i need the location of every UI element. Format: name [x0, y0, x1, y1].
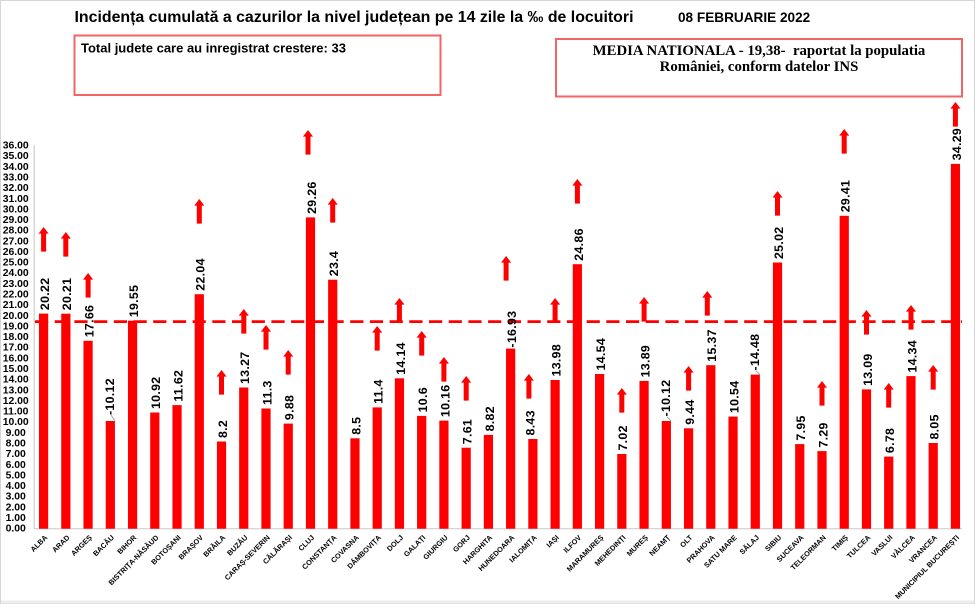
- svg-text:Incidența cumulată a cazurilor: Incidența cumulată a cazurilor la nivel …: [75, 9, 634, 26]
- svg-text:24.86: 24.86: [572, 228, 586, 261]
- svg-text:10.92: 10.92: [149, 376, 163, 409]
- svg-text:5.00: 5.00: [6, 470, 26, 481]
- svg-text:23.4: 23.4: [327, 251, 341, 276]
- svg-text:15.00: 15.00: [3, 364, 29, 375]
- svg-text:8.82: 8.82: [483, 406, 497, 431]
- svg-text:08 FEBRUARIE 2022: 08 FEBRUARIE 2022: [678, 10, 811, 25]
- svg-text:10.16: 10.16: [438, 385, 452, 418]
- svg-text:8.43: 8.43: [523, 410, 537, 435]
- svg-text:32.00: 32.00: [3, 183, 29, 194]
- svg-text:8.5: 8.5: [349, 417, 363, 435]
- svg-text:11.4: 11.4: [372, 379, 386, 404]
- svg-text:20.22: 20.22: [38, 278, 52, 311]
- svg-text:11.3: 11.3: [260, 380, 274, 405]
- svg-text:României, conform datelor INS: României, conform datelor INS: [660, 59, 859, 75]
- svg-text:13.89: 13.89: [639, 345, 653, 378]
- svg-text:13.98: 13.98: [550, 344, 564, 377]
- svg-text:14.54: 14.54: [594, 338, 608, 371]
- svg-text:4.00: 4.00: [6, 481, 26, 492]
- svg-text:10.00: 10.00: [3, 417, 29, 428]
- svg-text:10.54: 10.54: [727, 381, 741, 414]
- svg-text:9.00: 9.00: [6, 428, 26, 439]
- svg-text:20.00: 20.00: [3, 311, 29, 322]
- svg-text:Total judete care au inregistr: Total judete care au inregistrat crester…: [81, 41, 346, 56]
- svg-text:29.41: 29.41: [839, 180, 853, 213]
- svg-text:31.00: 31.00: [3, 194, 29, 205]
- svg-text:34.29: 34.29: [950, 128, 964, 161]
- svg-text:0.00: 0.00: [6, 524, 26, 535]
- svg-text:22.04: 22.04: [194, 258, 208, 291]
- svg-text:20.21: 20.21: [60, 278, 74, 311]
- svg-text:35.00: 35.00: [3, 151, 29, 162]
- svg-text:12.00: 12.00: [3, 396, 29, 407]
- svg-text:17.66: 17.66: [83, 305, 97, 338]
- svg-text:15.37: 15.37: [705, 329, 719, 362]
- svg-text:16.00: 16.00: [3, 353, 29, 364]
- svg-text:8.05: 8.05: [928, 414, 942, 439]
- svg-text:3.00: 3.00: [6, 492, 26, 503]
- svg-text:34.00: 34.00: [3, 162, 29, 173]
- svg-text:25.00: 25.00: [3, 258, 29, 269]
- svg-text:29.00: 29.00: [3, 215, 29, 226]
- svg-text:MEDIA NATIONALA - 19,38- rapo: MEDIA NATIONALA - 19,38- raportat la pop…: [593, 43, 926, 59]
- svg-text:27.00: 27.00: [3, 236, 29, 247]
- svg-text:13.00: 13.00: [3, 385, 29, 396]
- svg-text:-10.12: -10.12: [103, 378, 117, 415]
- svg-text:25.02: 25.02: [772, 226, 786, 259]
- svg-text:7.00: 7.00: [6, 449, 26, 460]
- svg-text:24.00: 24.00: [3, 268, 29, 279]
- svg-text:13.09: 13.09: [861, 353, 875, 386]
- svg-text:10.6: 10.6: [416, 387, 430, 412]
- svg-text:11.62: 11.62: [171, 370, 185, 402]
- svg-text:17.00: 17.00: [3, 343, 29, 354]
- svg-text:22.00: 22.00: [3, 290, 29, 301]
- svg-text:26.00: 26.00: [3, 247, 29, 258]
- svg-text:14.00: 14.00: [3, 375, 29, 386]
- svg-text:8.00: 8.00: [6, 439, 26, 450]
- svg-text:8.2: 8.2: [216, 420, 230, 438]
- svg-text:11.00: 11.00: [3, 407, 29, 418]
- svg-text:19.00: 19.00: [3, 321, 29, 332]
- svg-text:9.88: 9.88: [283, 395, 297, 420]
- svg-text:6.78: 6.78: [883, 428, 897, 453]
- svg-text:14.14: 14.14: [394, 342, 408, 375]
- svg-text:13.27: 13.27: [238, 351, 252, 384]
- svg-text:29.26: 29.26: [305, 181, 319, 214]
- svg-text:-14.48: -14.48: [748, 334, 762, 371]
- svg-text:7.61: 7.61: [461, 419, 475, 444]
- svg-text:14.34: 14.34: [905, 340, 919, 373]
- svg-text:1.00: 1.00: [6, 513, 26, 524]
- svg-text:-10.12: -10.12: [659, 380, 673, 417]
- svg-text:28.00: 28.00: [3, 226, 29, 237]
- svg-text:7.95: 7.95: [794, 415, 808, 440]
- svg-text:30.00: 30.00: [3, 204, 29, 215]
- svg-text:33.00: 33.00: [3, 173, 29, 184]
- svg-text:18.00: 18.00: [3, 332, 29, 343]
- svg-text:-16.93: -16.93: [505, 311, 519, 348]
- svg-text:36.00: 36.00: [3, 141, 29, 152]
- svg-text:7.29: 7.29: [816, 422, 830, 447]
- svg-text:2.00: 2.00: [6, 502, 26, 513]
- svg-text:23.00: 23.00: [3, 279, 29, 290]
- svg-text:21.00: 21.00: [3, 300, 29, 311]
- svg-text:19.55: 19.55: [127, 285, 141, 318]
- svg-text:7.02: 7.02: [616, 425, 630, 450]
- svg-text:6.00: 6.00: [6, 460, 26, 471]
- svg-text:9.44: 9.44: [683, 399, 697, 424]
